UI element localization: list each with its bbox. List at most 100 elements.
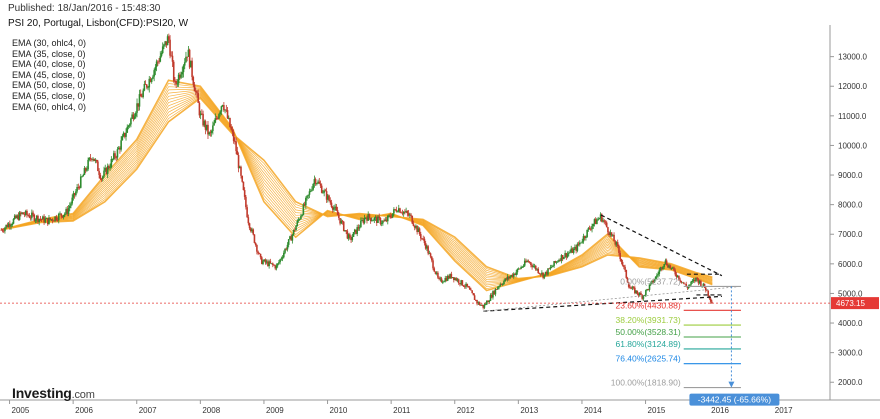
candle-body	[520, 267, 522, 269]
candle-body	[112, 153, 115, 160]
candle-body	[320, 185, 323, 193]
candle-body	[247, 217, 250, 224]
candle-body	[73, 193, 76, 196]
candle-body	[289, 236, 291, 240]
y-tick-label: 3000.0	[838, 349, 863, 358]
candle-body	[508, 276, 510, 279]
x-tick-label: 2013	[520, 406, 538, 415]
candle-body	[207, 124, 209, 135]
candle-body	[245, 196, 247, 208]
fib-level-label: 50.00%(3528.31)	[615, 327, 680, 337]
candle-body	[95, 159, 98, 162]
candle-body	[21, 212, 23, 214]
x-tick-label: 2008	[202, 406, 220, 415]
candle-body	[253, 234, 256, 243]
candle-body	[707, 290, 710, 296]
candle-body	[517, 268, 520, 270]
candle-body	[664, 260, 667, 265]
candle-body	[506, 276, 509, 280]
candle-body	[270, 263, 273, 265]
candle-body	[530, 262, 532, 266]
candle-body	[186, 56, 188, 58]
candle-body	[51, 219, 54, 221]
candle-body	[93, 158, 96, 161]
candle-body	[1, 229, 4, 231]
candle-body	[475, 299, 477, 301]
candle-body	[571, 248, 574, 253]
candle-body	[632, 287, 635, 288]
candle-body	[82, 175, 85, 177]
candle-body	[570, 248, 573, 253]
candle-body	[258, 253, 261, 255]
candle-body	[386, 215, 389, 222]
candle-body	[470, 289, 472, 291]
candle-body	[83, 168, 86, 176]
candle-body	[141, 96, 143, 98]
candle-body	[462, 285, 465, 287]
candle-body	[585, 236, 587, 239]
candle-body	[679, 279, 681, 281]
candle-body	[274, 265, 277, 269]
candle-body	[415, 225, 417, 228]
candle-body	[242, 181, 245, 191]
candle-body	[402, 211, 405, 214]
candle-body	[225, 109, 228, 111]
candle-body	[467, 286, 470, 288]
candle-body	[472, 293, 475, 296]
candle-body	[404, 211, 406, 213]
candle-body	[548, 268, 551, 270]
candle-body	[596, 220, 598, 225]
candle-body	[65, 209, 67, 214]
candle-body	[479, 304, 482, 306]
candle-body	[455, 278, 458, 281]
candle-body	[592, 223, 595, 227]
candle-body	[669, 265, 672, 269]
legend-item: EMA (60, ohlc4, 0)	[12, 101, 87, 112]
candle-body	[104, 167, 107, 171]
candle-body	[108, 165, 110, 169]
candle-body	[330, 202, 333, 207]
candle-body	[18, 212, 21, 220]
candle-body	[43, 216, 45, 223]
candle-body	[510, 274, 513, 277]
candle-body	[453, 277, 455, 281]
candle-body	[658, 270, 661, 274]
candle-body	[373, 217, 376, 221]
candle-body	[338, 215, 340, 219]
candle-body	[35, 215, 38, 220]
candle-body	[66, 209, 69, 214]
candle-body	[316, 183, 318, 185]
candle-body	[356, 227, 358, 234]
candle-body	[501, 284, 504, 285]
candle-body	[362, 220, 365, 223]
y-tick-label: 4000.0	[838, 319, 863, 328]
candle-body	[224, 109, 226, 111]
candle-body	[262, 261, 264, 264]
candle-body	[649, 282, 652, 285]
candle-body	[94, 159, 97, 161]
candle-body	[235, 141, 237, 152]
candle-body	[90, 159, 93, 160]
candle-body	[457, 279, 460, 284]
candle-body	[588, 228, 591, 229]
candle-body	[608, 232, 610, 236]
x-tick-label: 2014	[584, 406, 602, 415]
candle-body	[629, 286, 631, 289]
candle-body	[489, 294, 492, 301]
candle-body	[623, 265, 625, 267]
candle-body	[641, 294, 643, 299]
candle-body	[246, 207, 248, 218]
candle-body	[318, 181, 321, 184]
candle-body	[616, 242, 619, 247]
candle-body	[709, 298, 712, 302]
candle-body	[394, 209, 396, 210]
candle-body	[527, 260, 530, 262]
candle-body	[706, 290, 708, 292]
candle-body	[647, 289, 650, 290]
candle-body	[620, 259, 623, 262]
candle-body	[15, 215, 17, 219]
candle-body	[53, 220, 55, 222]
candle-body	[483, 304, 486, 308]
candle-body	[476, 300, 478, 304]
